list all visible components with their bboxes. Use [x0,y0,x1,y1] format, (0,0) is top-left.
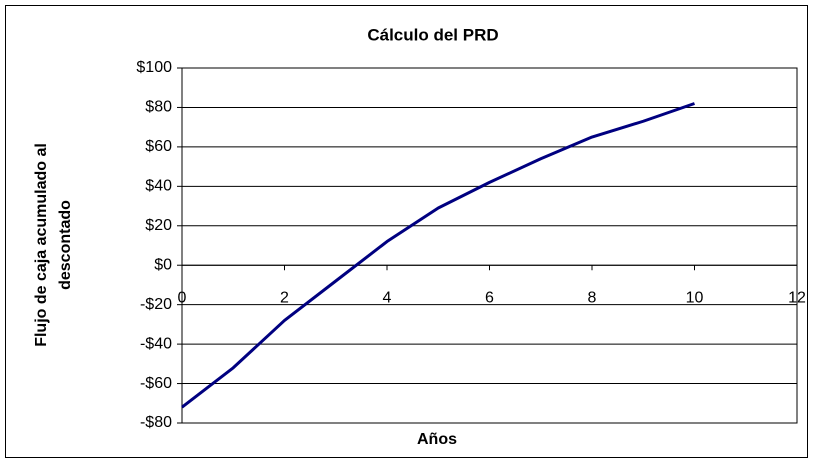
x-tick-label: 12 [788,289,806,306]
x-tick-label: 0 [178,289,187,306]
y-tick-label: $60 [145,138,172,155]
chart-title: Cálculo del PRD [367,25,498,44]
y-axis-label: descontado [57,200,74,290]
y-tick-label: $40 [145,178,172,195]
x-tick-label: 6 [485,289,494,306]
y-tick-label: -$60 [140,375,172,392]
y-tick-label: -$20 [140,296,172,313]
y-tick-label: -$80 [140,414,172,431]
y-tick-label: $20 [145,217,172,234]
x-tick-label: 10 [686,289,704,306]
x-tick-label: 8 [588,289,597,306]
data-line [181,102,695,409]
x-axis-label: Años [417,431,457,448]
x-tick-label: 4 [383,289,392,306]
y-tick-label: -$40 [140,335,172,352]
y-axis-label: Flujo de caja acumulado al [33,143,50,347]
y-tick-label: $100 [136,59,172,76]
x-tick-label: 2 [280,289,289,306]
y-tick-label: $80 [145,99,172,116]
y-tick-label: $0 [154,256,172,273]
plot-area [181,67,798,424]
